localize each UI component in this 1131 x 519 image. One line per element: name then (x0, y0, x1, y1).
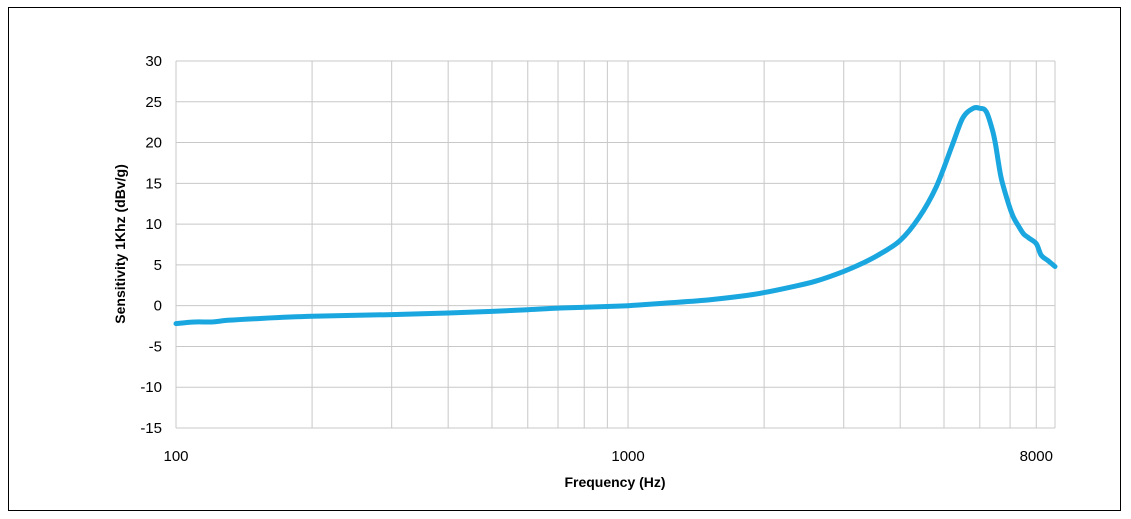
x-axis-title: Frequency (Hz) (564, 474, 665, 490)
plot-area (176, 61, 1055, 428)
y-tick-label: 15 (145, 175, 162, 192)
x-tick-label: 8000 (1020, 448, 1053, 465)
y-tick-labels: 30 25 20 15 10 5 0 -5 -10 -15 (140, 53, 162, 437)
x-tick-label: 100 (163, 448, 188, 465)
frequency-response-chart: 30 25 20 15 10 5 0 -5 -10 -15 100 1000 8000 Frequen… (112, 53, 1058, 490)
y-tick-label: 30 (145, 53, 162, 70)
y-tick-label: 0 (154, 298, 162, 315)
sensitivity-series-line (173, 104, 1058, 327)
y-axis-title: Sensitivity 1Khz (dBv/g) (112, 164, 128, 323)
y-tick-label: 5 (154, 257, 162, 274)
series-layer (173, 104, 1058, 327)
x-tick-label: 1000 (611, 448, 644, 465)
x-tick-labels: 100 1000 8000 (163, 448, 1052, 465)
y-tick-label: -10 (140, 379, 162, 396)
y-tick-label: -5 (149, 338, 162, 355)
y-tick-label: 25 (145, 94, 162, 111)
y-tick-label: -15 (140, 420, 162, 437)
chart-frame: 30 25 20 15 10 5 0 -5 -10 -15 100 1000 8000 Frequen… (8, 7, 1121, 511)
y-tick-label: 10 (145, 216, 162, 233)
y-tick-label: 20 (145, 135, 162, 152)
